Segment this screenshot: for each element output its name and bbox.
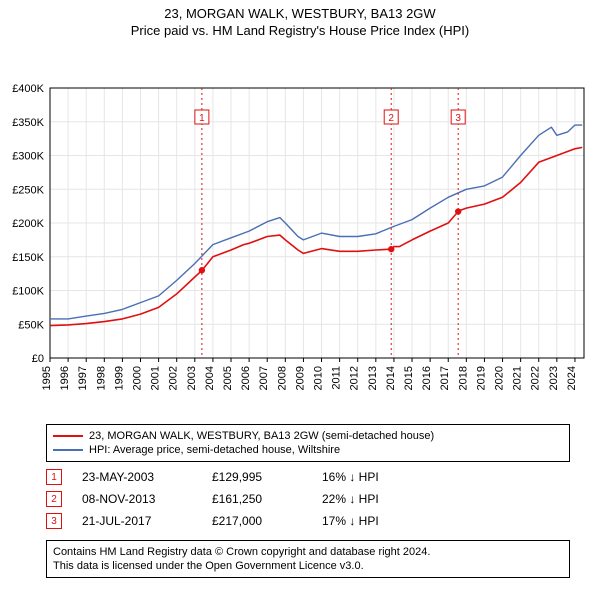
svg-text:2011: 2011 (331, 366, 343, 390)
sale-hpi: 17% ↓ HPI (322, 514, 379, 528)
legend: 23, MORGAN WALK, WESTBURY, BA13 2GW (sem… (46, 424, 570, 462)
sale-price: £129,995 (212, 470, 322, 484)
sale-date: 08-NOV-2013 (82, 492, 212, 506)
legend-label: HPI: Average price, semi-detached house,… (89, 443, 340, 457)
svg-text:2020: 2020 (494, 366, 506, 390)
footer-line-2: This data is licensed under the Open Gov… (53, 559, 563, 573)
svg-text:2018: 2018 (457, 366, 469, 390)
sale-price: £217,000 (212, 514, 322, 528)
sale-marker-box: 2 (46, 491, 62, 507)
svg-text:2004: 2004 (204, 366, 216, 390)
sale-row: 2 08-NOV-2013 £161,250 22% ↓ HPI (46, 488, 570, 510)
svg-text:£300K: £300K (12, 151, 44, 163)
svg-text:2013: 2013 (367, 366, 379, 390)
svg-text:2009: 2009 (294, 366, 306, 390)
sale-hpi: 22% ↓ HPI (322, 492, 379, 506)
svg-text:2005: 2005 (222, 366, 234, 390)
chart: £0 £50K £100K £150K £200K £250K £300K £350K £400… (0, 38, 600, 418)
sale-hpi: 16% ↓ HPI (322, 470, 379, 484)
svg-text:2000: 2000 (132, 366, 144, 390)
svg-text:3: 3 (455, 113, 461, 124)
svg-text:2017: 2017 (439, 366, 451, 390)
svg-text:2016: 2016 (421, 366, 433, 390)
svg-text:2023: 2023 (548, 366, 560, 390)
svg-text:2002: 2002 (168, 366, 180, 390)
title-line-2: Price paid vs. HM Land Registry's House … (0, 23, 600, 38)
svg-text:2022: 2022 (530, 366, 542, 390)
svg-text:1996: 1996 (59, 366, 71, 390)
svg-text:2006: 2006 (240, 366, 252, 390)
svg-text:£250K: £250K (12, 184, 44, 196)
sale-marker-box: 1 (46, 469, 62, 485)
sales-table: 1 23-MAY-2003 £129,995 16% ↓ HPI 2 08-NO… (46, 466, 570, 532)
legend-label: 23, MORGAN WALK, WESTBURY, BA13 2GW (sem… (89, 429, 434, 443)
svg-text:£100K: £100K (12, 286, 44, 298)
svg-text:1998: 1998 (95, 366, 107, 390)
svg-text:£350K: £350K (12, 117, 44, 129)
legend-swatch (53, 449, 83, 451)
svg-text:£50K: £50K (18, 319, 44, 331)
legend-item: HPI: Average price, semi-detached house,… (53, 443, 563, 457)
svg-text:2021: 2021 (512, 366, 524, 390)
sale-marker-box: 3 (46, 513, 62, 529)
chart-container: 23, MORGAN WALK, WESTBURY, BA13 2GW Pric… (0, 0, 600, 578)
svg-text:2003: 2003 (186, 366, 198, 390)
sale-date: 23-MAY-2003 (82, 470, 212, 484)
svg-text:1997: 1997 (77, 366, 89, 390)
sale-row: 1 23-MAY-2003 £129,995 16% ↓ HPI (46, 466, 570, 488)
svg-text:£0: £0 (32, 353, 44, 365)
svg-text:2008: 2008 (276, 366, 288, 390)
svg-text:1995: 1995 (41, 366, 53, 390)
svg-text:2007: 2007 (258, 366, 270, 390)
svg-text:1: 1 (199, 113, 205, 124)
svg-text:2014: 2014 (385, 366, 397, 390)
svg-text:1999: 1999 (113, 366, 125, 390)
footer-line-1: Contains HM Land Registry data © Crown c… (53, 545, 563, 559)
legend-item: 23, MORGAN WALK, WESTBURY, BA13 2GW (sem… (53, 429, 563, 443)
chart-svg: £0 £50K £100K £150K £200K £250K £300K £350K £400… (0, 38, 600, 418)
svg-text:2: 2 (388, 113, 394, 124)
titles: 23, MORGAN WALK, WESTBURY, BA13 2GW Pric… (0, 0, 600, 38)
sale-row: 3 21-JUL-2017 £217,000 17% ↓ HPI (46, 510, 570, 532)
svg-text:£400K: £400K (12, 83, 44, 95)
svg-text:2012: 2012 (349, 366, 361, 390)
svg-text:£200K: £200K (12, 218, 44, 230)
legend-swatch (53, 435, 83, 437)
footer: Contains HM Land Registry data © Crown c… (46, 540, 570, 578)
svg-text:2015: 2015 (403, 366, 415, 390)
title-line-1: 23, MORGAN WALK, WESTBURY, BA13 2GW (0, 6, 600, 21)
svg-text:2001: 2001 (150, 366, 162, 390)
svg-text:2010: 2010 (313, 366, 325, 390)
sale-price: £161,250 (212, 492, 322, 506)
svg-text:2019: 2019 (475, 366, 487, 390)
svg-text:£150K: £150K (12, 252, 44, 264)
sale-date: 21-JUL-2017 (82, 514, 212, 528)
svg-text:2024: 2024 (566, 366, 578, 390)
